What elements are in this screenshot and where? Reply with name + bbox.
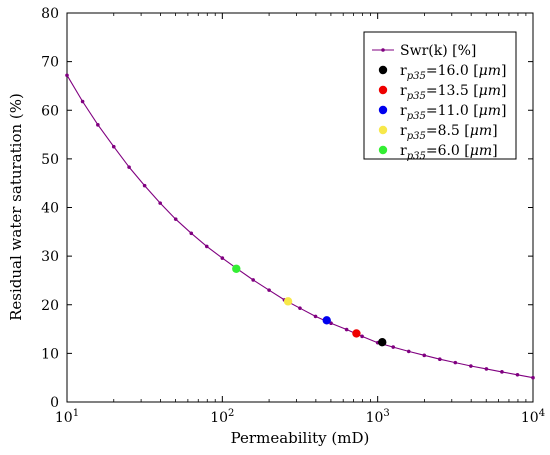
x-tick-base: 10: [210, 410, 228, 426]
legend-point-label: rp35=16.0 [μm]: [400, 63, 507, 82]
x-tick-label: 101: [55, 408, 79, 426]
legend-point-label: rp35=13.5 [μm]: [400, 83, 507, 102]
swr-curve-point: [220, 256, 225, 260]
swr-curve-point: [438, 357, 442, 362]
swr-curve-point: [173, 217, 178, 221]
y-tick-label: 20: [41, 298, 59, 314]
legend-point-label: rp35=11.0 [μm]: [400, 103, 507, 122]
swr-curve-point: [406, 349, 411, 354]
swr-curve-point: [422, 353, 427, 358]
points: [232, 264, 387, 347]
swr-curve-point: [80, 99, 85, 104]
legend-point-value: =16.0: [426, 63, 469, 79]
x-tick-base: 10: [366, 410, 384, 426]
legend-point-swatch: [378, 65, 388, 75]
legend-point-value: =11.0: [426, 103, 469, 119]
legend-point-value: =13.5: [426, 83, 469, 99]
x-tick-base: 10: [55, 410, 73, 426]
swr-curve-point: [484, 367, 489, 371]
rp35-point: [352, 329, 361, 338]
legend-point-subscript: p35: [407, 111, 426, 122]
y-tick-label: 0: [50, 395, 59, 411]
legend: Swr(k) [%]rp35=16.0 [μm]rp35=13.5 [μm]rp…: [363, 31, 517, 162]
y-tick-label: 70: [41, 55, 59, 71]
swr-curve-point: [531, 375, 535, 380]
x-tick-exponent: 3: [383, 408, 389, 419]
swr-curve-point: [313, 314, 318, 319]
y-tick-label: 60: [41, 103, 59, 119]
swr-curve-point: [127, 165, 131, 169]
x-tick-exponent: 2: [228, 408, 234, 419]
y-tick-label: 80: [41, 6, 59, 22]
swr-curve-point: [96, 123, 100, 127]
legend-point-swatch: [378, 145, 388, 155]
x-tick-label: 103: [366, 408, 390, 426]
swr-curve-point: [251, 278, 255, 282]
legend-point-value: =6.0: [426, 143, 460, 159]
legend-point-subscript: p35: [407, 151, 426, 162]
rp35-point: [322, 316, 331, 325]
swr-curve-point: [500, 370, 504, 374]
swr-curve-point: [267, 288, 271, 292]
swr-curve-point: [111, 144, 116, 149]
legend-point-swatch: [378, 125, 388, 135]
legend-curve-label: Swr(k) [%]: [400, 43, 476, 59]
swr-curve-point: [65, 73, 69, 78]
legend-point-unit: μm: [470, 123, 492, 139]
x-tick-exponent: 1: [73, 408, 79, 419]
rp35-point: [232, 264, 241, 273]
legend-point-swatch: [378, 105, 388, 115]
x-tick-label: 104: [521, 408, 545, 426]
legend-point-unit: μm: [470, 143, 492, 159]
rp35-point: [283, 297, 293, 306]
legend-point-unit: μm: [479, 63, 501, 79]
rp35-point: [378, 337, 387, 347]
legend-curve-marker: [381, 48, 385, 52]
legend-box: [363, 31, 517, 160]
x-tick-label: 102: [210, 408, 234, 426]
legend-point-swatch: [378, 85, 388, 95]
legend-point-unit: μm: [479, 103, 501, 119]
y-axis-label: Residual water saturation (%): [7, 93, 25, 321]
swr-curve-point: [344, 327, 349, 332]
y-tick-label: 10: [41, 346, 59, 362]
legend-point-value: =8.5: [426, 123, 460, 139]
swr-curve-point: [391, 345, 396, 349]
legend-point-label: rp35=8.5 [μm]: [400, 123, 498, 142]
swr-curve-point: [189, 231, 194, 236]
swr-curve-point: [142, 183, 147, 188]
y-tick-label: 30: [41, 249, 59, 265]
x-tick-exponent: 4: [539, 408, 545, 419]
legend-point-subscript: p35: [407, 131, 426, 142]
x-tick-base: 10: [521, 410, 539, 426]
y-tick-label: 50: [41, 152, 59, 168]
y-tick-label: 40: [41, 201, 59, 217]
series: [65, 73, 535, 380]
swr-curve-point: [204, 244, 209, 249]
swr-curve-point: [469, 364, 473, 368]
swr-curve-point: [360, 334, 364, 339]
swr-curve-point: [298, 306, 302, 310]
swr-curve-point: [515, 372, 520, 377]
legend-point-label: rp35=6.0 [μm]: [400, 143, 498, 162]
x-axis-label: Permeability (mD): [231, 429, 370, 447]
legend-point-subscript: p35: [407, 91, 426, 102]
swr-curve-point: [453, 360, 458, 365]
legend-point-subscript: p35: [407, 71, 426, 82]
legend-point-unit: μm: [479, 83, 501, 99]
swr-curve-point: [158, 201, 162, 205]
